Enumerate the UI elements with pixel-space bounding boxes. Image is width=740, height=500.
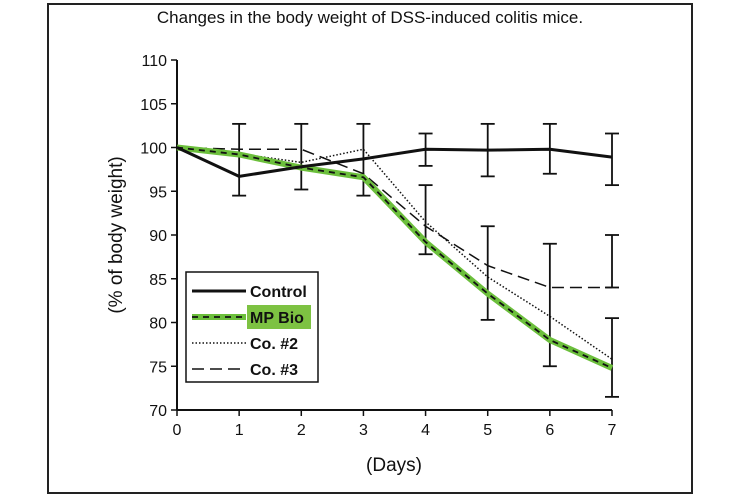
legend-item: Co. #2 [192,336,298,353]
legend-label: MP Bio [250,310,304,327]
y-tick-label: 110 [141,53,167,70]
legend-item: MP Bio [192,305,311,329]
chart-frame [47,3,693,494]
y-tick-label: 80 [149,316,167,333]
y-tick-label: 105 [140,97,167,114]
error-bar [294,122,309,191]
error-bar [480,225,495,321]
legend-label: Control [250,284,307,301]
y-tick-label: 95 [149,184,167,201]
error-bar [605,132,619,187]
error-bar [542,242,557,368]
y-tick-label: 70 [149,403,167,420]
series-co-3 [176,146,612,289]
x-tick-label: 5 [483,422,492,439]
y-axis-label: (% of body weight) [106,156,127,313]
legend-label: Co. #2 [250,336,298,353]
x-tick-label: 2 [297,422,306,439]
error-bar [605,317,619,398]
x-axis-label: (Days) [366,455,422,476]
x-tick-label: 3 [359,422,368,439]
ticks: 70 75 80 85 90 95 100 105 110 0 1 2 3 4 5 6 7 [140,53,616,439]
x-tick-label: 4 [421,422,430,439]
x-tick-label: 1 [235,422,244,439]
x-tick-label: 0 [173,422,182,439]
legend-item: Co. #3 [192,362,298,379]
series-lines [176,144,614,371]
legend: Control MP Bio Co. #2 Co. #3 [185,271,319,383]
y-tick-label: 85 [149,272,167,289]
error-bar [605,234,619,289]
y-tick-label: 90 [149,228,167,245]
series-mp-bio [176,144,614,371]
x-tick-label: 6 [545,422,554,439]
x-tick-label: 7 [608,422,617,439]
legend-item: Control [192,284,307,301]
y-tick-label: 75 [149,359,167,376]
y-tick-label: 100 [140,141,167,158]
chart-title: Changes in the body weight of DSS-induce… [156,8,584,27]
series-control [176,146,613,178]
error-bar [232,122,247,197]
legend-label: Co. #3 [250,362,298,379]
